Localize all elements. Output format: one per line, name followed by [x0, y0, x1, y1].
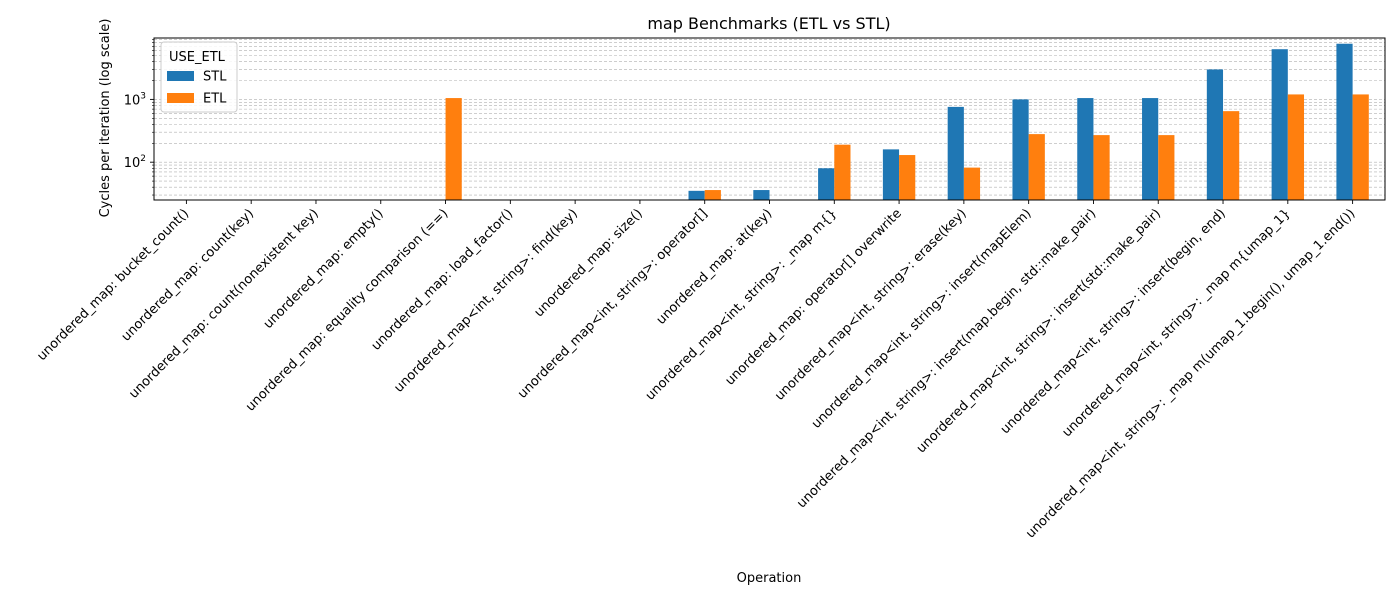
x-tick-label: unordered_map<int, string>: _map m{umap_…	[1060, 206, 1294, 440]
bar-etl	[899, 155, 916, 200]
legend: USE_ETL STL ETL	[160, 41, 238, 113]
bar-stl	[818, 168, 835, 200]
x-tick-label: unordered_map: load_factor()	[369, 206, 516, 353]
bar-etl	[1223, 111, 1240, 200]
x-tick-label: unordered_map<int, string>: _map m(umap_…	[1023, 206, 1358, 541]
x-tick-label: unordered_map: at(key)	[654, 206, 776, 328]
bar-etl	[1028, 134, 1045, 200]
x-tick-label: unordered_map: count(key)	[119, 206, 257, 344]
x-tick-label: unordered_map: empty()	[261, 206, 387, 332]
bar-stl	[1271, 49, 1288, 200]
legend-swatch-etl	[167, 93, 194, 103]
y-axis: 102 103	[124, 39, 154, 196]
grid-lines	[154, 39, 1385, 196]
legend-swatch-stl	[167, 71, 194, 81]
bar-stl	[1142, 98, 1159, 200]
y-tick-label: 102	[124, 154, 146, 171]
bar-etl	[445, 98, 462, 200]
bar-stl	[1077, 98, 1094, 200]
legend-label-stl: STL	[203, 70, 227, 85]
plot-frame	[153, 37, 1386, 201]
x-axis: unordered_map: bucket_count()unordered_m…	[34, 200, 1358, 541]
bar-stl	[947, 106, 964, 200]
bar-stl	[1012, 99, 1029, 200]
x-tick-label: unordered_map<int, string>: insert(mapEl…	[809, 206, 1035, 432]
bar-stl	[1206, 69, 1224, 200]
legend-label-etl: ETL	[203, 92, 227, 107]
y-tick-label: 103	[124, 91, 146, 108]
bar-etl	[704, 190, 721, 200]
x-tick-label: unordered_map<int, string>: insert(std::…	[914, 206, 1164, 456]
bar-etl	[1352, 94, 1369, 200]
legend-title: USE_ETL	[169, 50, 226, 65]
bar-etl	[1093, 135, 1110, 200]
bars	[445, 43, 1369, 200]
bar-etl	[834, 144, 851, 200]
x-tick-label: unordered_map: size()	[532, 206, 646, 320]
y-axis-label: Cycles per iteration (log scale)	[98, 19, 113, 218]
bar-etl	[963, 167, 981, 200]
chart-title: map Benchmarks (ETL vs STL)	[647, 14, 890, 33]
bar-stl	[688, 190, 705, 200]
x-axis-label: Operation	[737, 571, 802, 586]
x-tick-label: unordered_map<int, string>: insert(begin…	[998, 206, 1229, 437]
bar-etl	[1287, 94, 1305, 200]
bar-stl	[882, 149, 900, 200]
bar-stl	[1336, 43, 1353, 200]
bar-etl	[1158, 135, 1175, 200]
bar-stl	[753, 190, 770, 200]
x-tick-label: unordered_map<int, string>: insert(map.b…	[794, 206, 1099, 511]
